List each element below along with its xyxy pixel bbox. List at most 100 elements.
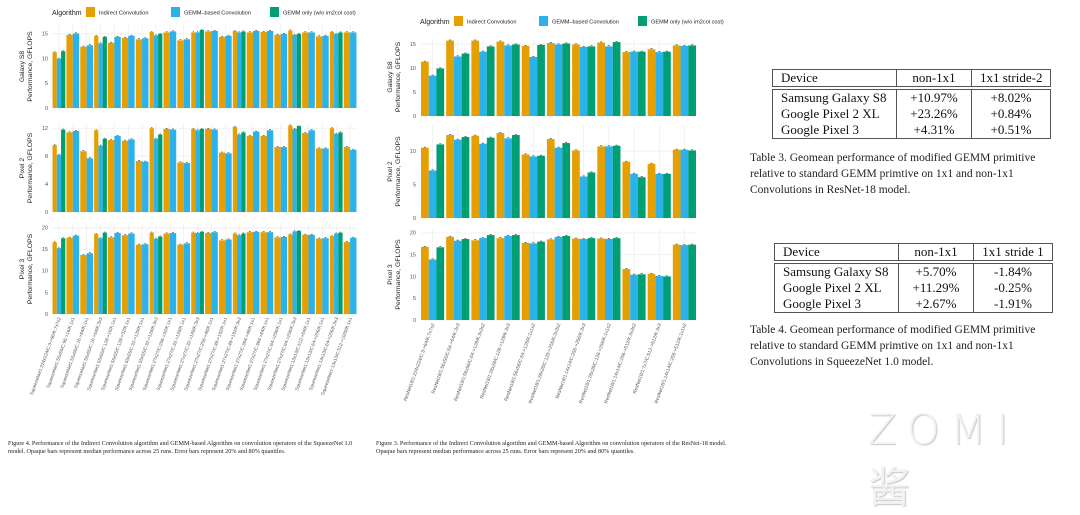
y-tick-label: 0 — [45, 312, 48, 318]
bar-gemm — [114, 135, 121, 212]
bar-gemm — [292, 231, 297, 314]
bar-indirect — [274, 237, 281, 314]
bar-gemm-only — [587, 172, 596, 218]
bar-indirect — [191, 32, 196, 108]
bar-gemm-only — [612, 238, 621, 320]
bar-gemm — [655, 276, 664, 320]
bar-gemm-only — [537, 155, 545, 218]
bar-gemm-only — [158, 236, 163, 314]
table3: Device non-1x1 1x1 stride-2 Samsung Gala… — [772, 69, 1052, 139]
bar-gemm-only — [158, 134, 163, 212]
bar-indirect — [66, 34, 73, 108]
bar-indirect — [288, 30, 293, 108]
legend-label: Indirect Convolution — [467, 20, 516, 26]
bar-gemm — [98, 238, 103, 314]
bar-gemm — [308, 32, 315, 108]
bar-gemm-only — [486, 46, 495, 116]
bar-gemm — [266, 130, 274, 212]
cell: +2.67% — [898, 296, 974, 313]
bar-gemm-only — [587, 46, 596, 116]
bar-indirect — [343, 242, 351, 314]
bar-gemm-only — [102, 36, 107, 108]
bar-indirect — [66, 132, 73, 212]
bar-gemm — [183, 39, 191, 109]
bar-gemm — [680, 245, 689, 320]
bar-gemm — [680, 45, 689, 116]
legend: Algorithm Indirect Convolution GEMM–based … — [52, 7, 356, 17]
bar-indirect — [572, 150, 580, 218]
legend-label: GEMM only (w/o im2col cost) — [651, 20, 724, 26]
table-row: Samsung Galaxy S8 +5.70% -1.84% — [775, 263, 1053, 280]
x-tick-label: ResNet18/1:56x56/C:64->64/K:3x3 — [431, 322, 462, 394]
bar-gemm — [529, 56, 538, 116]
bar-indirect — [329, 236, 335, 314]
legend: Algorithm Indirect Convolution GEMM–based … — [420, 16, 724, 26]
bar-gemm-only — [511, 135, 520, 218]
cell: Google Pixel 2 XL — [781, 106, 880, 121]
bar-gemm — [334, 133, 339, 212]
bar-gemm-only — [637, 177, 646, 218]
bar-indirect — [622, 52, 631, 116]
y-tick-label: 15 — [410, 42, 416, 48]
y-tick-label: 0 — [413, 114, 416, 120]
bar-gemm-only — [562, 235, 571, 320]
bar-indirect — [94, 35, 99, 108]
y-axis-device-label: Pixel 3 — [19, 259, 26, 280]
bar-indirect — [315, 36, 323, 108]
bar-gemm — [98, 43, 103, 108]
bar-indirect — [80, 255, 87, 314]
bar-gemm — [169, 31, 177, 108]
bar-indirect — [446, 236, 454, 320]
bar-gemm-only — [199, 231, 204, 314]
bar-indirect — [260, 135, 267, 212]
bar-gemm — [211, 129, 218, 212]
bar-gemm-only — [296, 126, 301, 212]
bar-gemm — [153, 35, 159, 108]
bar-gemm — [211, 232, 218, 314]
bar-indirect — [288, 125, 293, 212]
y-tick-label: 4 — [45, 182, 48, 188]
bar-gemm-only — [102, 232, 107, 314]
y-axis-title: Performance, GFLOPS — [27, 233, 34, 304]
bar-gemm — [630, 51, 638, 116]
bar-indirect — [597, 238, 606, 320]
bar-gemm — [554, 44, 563, 117]
bar-indirect — [218, 240, 226, 314]
cell: Samsung Galaxy S8 — [783, 264, 889, 279]
bar-indirect — [80, 46, 87, 108]
bar-gemm — [86, 158, 94, 212]
bar-gemm-only — [61, 238, 66, 314]
bar-gemm — [153, 138, 159, 212]
bar-gemm-only — [486, 235, 495, 320]
bar-gemm — [529, 156, 538, 218]
cell: +8.02% — [971, 89, 1051, 106]
y-tick-label: 10 — [42, 269, 48, 275]
bar-gemm — [308, 234, 315, 314]
bar-gemm — [605, 46, 613, 116]
bar-indirect — [135, 39, 143, 109]
legend-swatch — [539, 16, 548, 26]
bar-gemm — [322, 238, 329, 314]
bar-indirect — [421, 61, 429, 116]
bar-indirect — [232, 30, 238, 108]
bar-gemm — [114, 233, 121, 314]
bar-gemm — [225, 153, 232, 212]
bar-gemm-only — [61, 129, 66, 212]
bar-indirect — [149, 128, 154, 212]
bar-indirect — [108, 140, 115, 212]
bar-indirect — [205, 233, 212, 314]
header-cell: non-1x1 — [896, 69, 972, 87]
cell: +10.97% — [896, 89, 972, 106]
watermark-logo: ZOMI 酱 — [868, 405, 1019, 512]
bar-indirect — [672, 149, 681, 218]
bar-gemm — [504, 138, 512, 218]
bar-indirect — [121, 140, 129, 212]
bar-indirect — [177, 244, 184, 314]
legend-label: GEMM–based Convolution — [552, 20, 619, 26]
table-row: Google Pixel 3 +2.67% -1.91% — [775, 296, 1053, 313]
bar-indirect — [80, 151, 87, 212]
bar-gemm-only — [587, 238, 596, 320]
cell: Samsung Galaxy S8 — [781, 90, 887, 105]
bar-gemm-only — [241, 31, 246, 108]
cell: +4.31% — [896, 122, 972, 139]
